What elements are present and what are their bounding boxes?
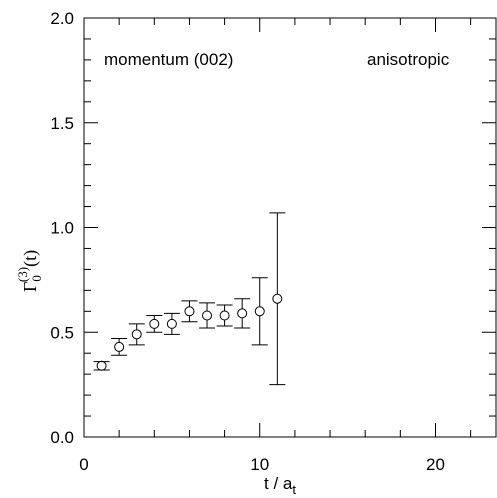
- y-tick-label: 1.0: [50, 219, 74, 238]
- data-marker: [131, 329, 142, 340]
- data-points: [93, 212, 286, 386]
- data-marker: [254, 306, 265, 317]
- data-point: [146, 314, 163, 333]
- data-marker: [184, 306, 195, 317]
- data-point: [251, 277, 268, 346]
- annotation-anisotropic: anisotropic: [367, 50, 450, 69]
- x-tick-label: 0: [79, 455, 88, 474]
- tick-labels: 0 10 20 0.0 0.5 1.0 1.5 2.0: [50, 9, 445, 474]
- data-point: [181, 300, 198, 323]
- data-point: [234, 298, 251, 329]
- data-point: [111, 338, 128, 356]
- y-axis-label-sup: (3): [15, 267, 30, 282]
- data-marker: [237, 308, 248, 319]
- x-axis-label: t / at: [264, 474, 296, 497]
- data-marker: [149, 318, 160, 329]
- data-point: [199, 302, 216, 329]
- y-axis-label-tail: (t): [20, 250, 41, 267]
- x-axis-label-main: t / a: [264, 474, 293, 493]
- data-marker: [166, 318, 177, 329]
- plot-frame: [83, 17, 497, 438]
- y-tick-label: 1.5: [50, 114, 74, 133]
- y-axis-label: Γ0(3)(t): [15, 250, 44, 292]
- annotation-momentum: momentum (002): [104, 50, 233, 69]
- data-point: [128, 323, 145, 346]
- x-tick-label: 10: [250, 455, 269, 474]
- data-point: [269, 212, 286, 386]
- data-point: [93, 360, 110, 371]
- y-axis-label-base: Γ: [20, 282, 40, 292]
- data-marker: [219, 310, 230, 321]
- data-marker: [202, 310, 213, 321]
- data-point: [163, 312, 180, 335]
- y-tick-label: 0.0: [50, 428, 74, 447]
- y-tick-label: 2.0: [50, 9, 74, 28]
- x-axis-label-sub: t: [292, 482, 296, 497]
- data-marker: [114, 341, 125, 352]
- axis-ticks: [83, 17, 496, 438]
- x-tick-label: 20: [426, 455, 445, 474]
- y-axis-label-sub: 0: [29, 275, 44, 282]
- data-point: [216, 304, 233, 327]
- plot-border: [83, 17, 497, 438]
- data-marker: [96, 360, 107, 371]
- data-marker: [272, 293, 283, 304]
- y-tick-label: 0.5: [50, 323, 74, 342]
